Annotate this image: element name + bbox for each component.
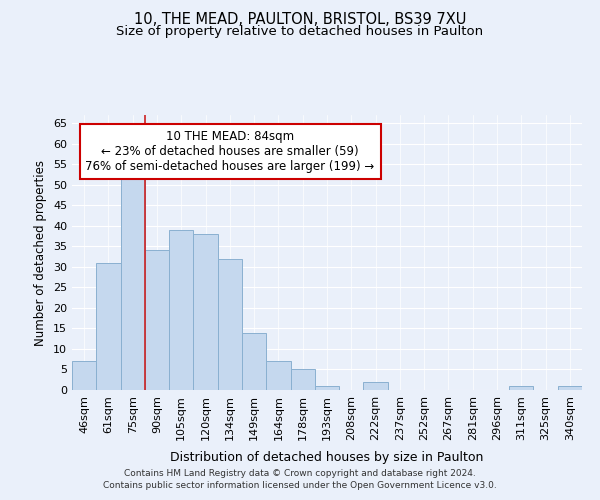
Bar	[315, 386, 339, 390]
Text: Contains HM Land Registry data © Crown copyright and database right 2024.: Contains HM Land Registry data © Crown c…	[124, 468, 476, 477]
Bar	[242, 332, 266, 390]
Bar	[169, 230, 193, 390]
Bar	[290, 370, 315, 390]
Bar	[558, 386, 582, 390]
Bar	[364, 382, 388, 390]
Bar	[193, 234, 218, 390]
Y-axis label: Number of detached properties: Number of detached properties	[34, 160, 47, 346]
Text: 10 THE MEAD: 84sqm
← 23% of detached houses are smaller (59)
76% of semi-detache: 10 THE MEAD: 84sqm ← 23% of detached hou…	[85, 130, 375, 173]
Text: 10, THE MEAD, PAULTON, BRISTOL, BS39 7XU: 10, THE MEAD, PAULTON, BRISTOL, BS39 7XU	[134, 12, 466, 28]
Bar	[96, 263, 121, 390]
Bar	[509, 386, 533, 390]
Bar	[121, 176, 145, 390]
Bar	[266, 362, 290, 390]
Bar	[145, 250, 169, 390]
Text: Contains public sector information licensed under the Open Government Licence v3: Contains public sector information licen…	[103, 481, 497, 490]
X-axis label: Distribution of detached houses by size in Paulton: Distribution of detached houses by size …	[170, 451, 484, 464]
Text: Size of property relative to detached houses in Paulton: Size of property relative to detached ho…	[116, 25, 484, 38]
Bar	[72, 362, 96, 390]
Bar	[218, 258, 242, 390]
